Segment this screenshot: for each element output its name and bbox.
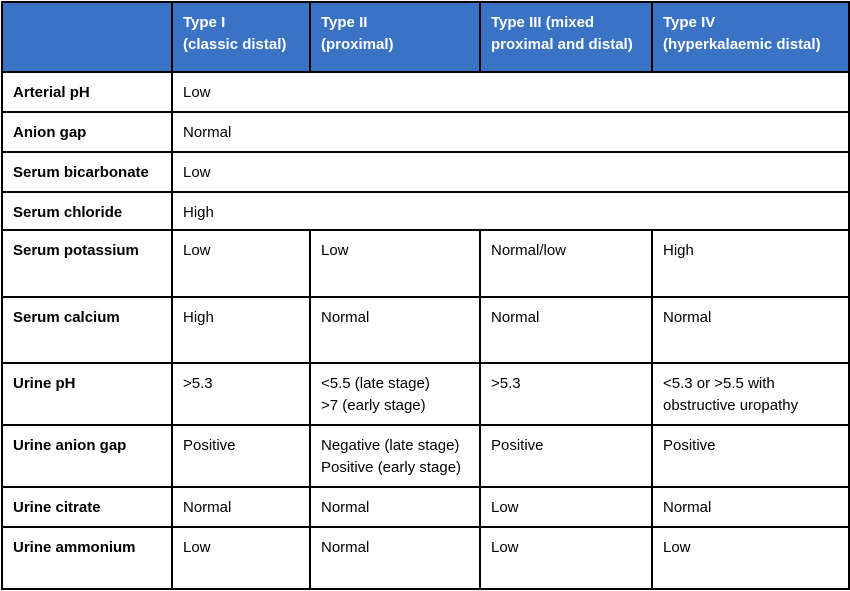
merged-value-cell: High	[171, 191, 850, 231]
cell-type3: Positive	[479, 424, 653, 488]
cell-type4: Positive	[651, 424, 850, 488]
cell-type4: <5.3 or >5.5 with obstructive uropathy	[651, 362, 850, 426]
table-row-serum-potassium: Serum potassium Low Low Normal/low High	[1, 229, 850, 298]
cell-type1: >5.3	[171, 362, 311, 426]
cell-type1: Low	[171, 229, 311, 298]
table-row-urine-ph: Urine pH >5.3 <5.5 (late stage) >7 (earl…	[1, 362, 850, 426]
cell-type1: Positive	[171, 424, 311, 488]
cell-type1: High	[171, 296, 311, 364]
column-header-type3: Type III (mixed proximal and distal)	[479, 1, 653, 73]
cell-type1: Normal	[171, 486, 311, 528]
cell-type2: Normal	[309, 486, 481, 528]
cell-type3: Low	[479, 486, 653, 528]
cell-type1: Low	[171, 526, 311, 590]
row-label: Arterial pH	[1, 71, 173, 113]
merged-value-cell: Low	[171, 71, 850, 113]
row-label: Urine pH	[1, 362, 173, 426]
row-label: Urine citrate	[1, 486, 173, 528]
header-row: Type I (classic distal) Type II (proxima…	[1, 1, 850, 73]
cell-type3: Normal/low	[479, 229, 653, 298]
row-label: Serum chloride	[1, 191, 173, 231]
column-header-type4: Type IV (hyperkalaemic distal)	[651, 1, 850, 73]
cell-type3: Low	[479, 526, 653, 590]
cell-type2: Low	[309, 229, 481, 298]
corner-cell	[1, 1, 173, 73]
cell-type4: Low	[651, 526, 850, 590]
merged-value-cell: Low	[171, 151, 850, 193]
row-label: Serum bicarbonate	[1, 151, 173, 193]
cell-type3: >5.3	[479, 362, 653, 426]
row-label: Urine anion gap	[1, 424, 173, 488]
merged-value-cell: Normal	[171, 111, 850, 153]
cell-type2: Normal	[309, 296, 481, 364]
cell-type4: Normal	[651, 486, 850, 528]
table-row-urine-citrate: Urine citrate Normal Normal Low Normal	[1, 486, 850, 528]
cell-type2: Negative (late stage) Positive (early st…	[309, 424, 481, 488]
row-label: Anion gap	[1, 111, 173, 153]
row-label: Serum potassium	[1, 229, 173, 298]
cell-type3: Normal	[479, 296, 653, 364]
row-label: Urine ammonium	[1, 526, 173, 590]
row-label: Serum calcium	[1, 296, 173, 364]
cell-type4: Normal	[651, 296, 850, 364]
cell-type4: High	[651, 229, 850, 298]
column-header-type1: Type I (classic distal)	[171, 1, 311, 73]
table-row-serum-calcium: Serum calcium High Normal Normal Normal	[1, 296, 850, 364]
table-row-arterial-ph: Arterial pH Low	[1, 71, 850, 113]
cell-type2: Normal	[309, 526, 481, 590]
column-header-type2: Type II (proximal)	[309, 1, 481, 73]
table-row-serum-chloride: Serum chloride High	[1, 191, 850, 231]
table-row-urine-ammonium: Urine ammonium Low Normal Low Low	[1, 526, 850, 590]
table-row-urine-anion-gap: Urine anion gap Positive Negative (late …	[1, 424, 850, 488]
cell-type2: <5.5 (late stage) >7 (early stage)	[309, 362, 481, 426]
table-row-anion-gap: Anion gap Normal	[1, 111, 850, 153]
table-row-serum-bicarbonate: Serum bicarbonate Low	[1, 151, 850, 193]
